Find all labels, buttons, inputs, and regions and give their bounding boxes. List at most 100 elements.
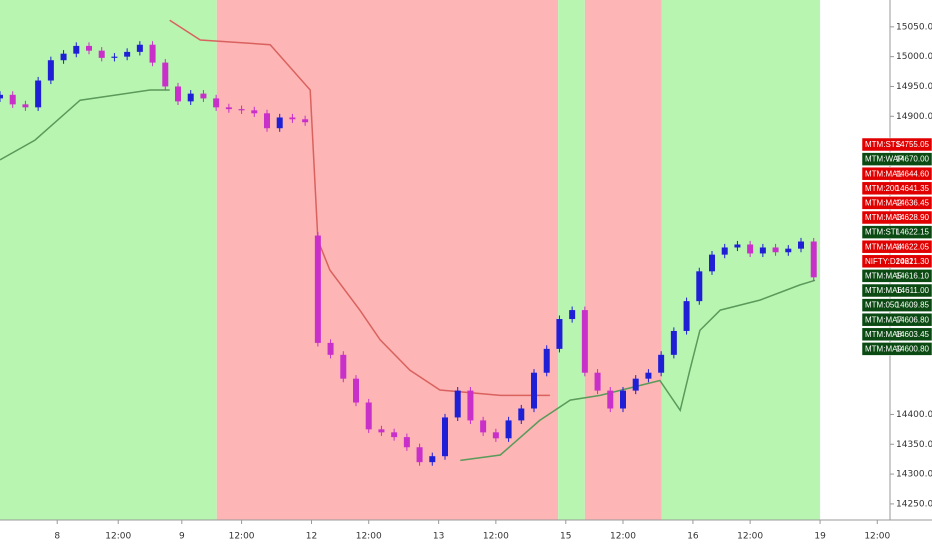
candle-body: [505, 420, 512, 439]
price-label-value: 14600.80: [896, 345, 930, 354]
x-tick-label: 12:00: [737, 532, 763, 542]
candle-body: [124, 51, 131, 57]
candle-body: [543, 348, 550, 373]
price-label-box: [861, 210, 932, 225]
candle-body: [327, 342, 334, 355]
candle-body: [391, 432, 398, 438]
candle-body: [454, 390, 461, 418]
price-label-name: MTM:MA2: [865, 199, 902, 208]
price-label-box: [861, 181, 932, 196]
y-tick-label: 14900.00: [896, 112, 932, 122]
price-label-box: [861, 166, 932, 181]
indicator-line: [0, 89, 816, 462]
price-label-name: MTM:MA1: [865, 169, 902, 178]
price-label-box: [861, 269, 932, 283]
candle-body: [658, 354, 665, 373]
price-label-value: 14616.10: [896, 272, 930, 281]
x-tick-label: 12:00: [864, 532, 890, 542]
price-label-name: MTM:MA3: [865, 213, 902, 222]
price-label-box: [861, 327, 932, 342]
price-label-name: MTM:WAP: [865, 155, 903, 164]
price-label-name: MTM:MA9: [865, 345, 902, 354]
candle-body: [251, 110, 258, 114]
candle-body: [302, 119, 309, 123]
candle-body: [149, 44, 156, 63]
price-label-box: [861, 283, 932, 298]
candle-body: [187, 93, 194, 102]
candle-body: [22, 104, 29, 108]
candle-body: [200, 93, 207, 99]
price-label-box: [861, 225, 932, 239]
price-label-value: 14644.60: [896, 169, 930, 178]
candle-body: [353, 378, 359, 403]
price-label-value: 14622.15: [896, 228, 930, 237]
background-region: [0, 0, 217, 520]
price-label-value: 14670.00: [896, 155, 930, 164]
candle-body: [785, 248, 792, 253]
candle-body: [73, 45, 80, 54]
candle-body: [772, 247, 779, 253]
candle-body: [264, 113, 270, 129]
price-label-box: [861, 196, 932, 210]
candle-body: [225, 107, 232, 110]
price-label-name: MTM:MA6: [865, 286, 902, 295]
y-tick-label: 15050.00: [896, 22, 932, 32]
candle-body: [111, 56, 118, 58]
x-tick-label: 8: [54, 532, 60, 542]
candle-body: [696, 271, 703, 302]
background-region: [661, 0, 821, 520]
candle-body: [620, 390, 626, 409]
candle-body: [9, 94, 16, 105]
price-label-value: 14628.90: [896, 213, 930, 222]
candle-body: [86, 45, 92, 51]
x-tick-label: 12:00: [356, 532, 382, 542]
x-tick-label: 12:00: [483, 532, 509, 542]
background-region: [558, 0, 585, 520]
candle-body: [645, 372, 652, 379]
candle-body: [759, 247, 766, 254]
candle-body: [683, 301, 690, 331]
candle-body: [0, 94, 3, 99]
candle-body: [798, 241, 804, 249]
y-tick-label: 14300.00: [896, 470, 932, 480]
candle-body: [238, 109, 245, 111]
candle-body: [670, 330, 677, 355]
candle-body: [314, 235, 321, 343]
candle-body: [607, 390, 614, 409]
y-tick-label: 15000.00: [896, 52, 932, 62]
candle-body: [467, 390, 474, 421]
price-label-value: 14603.45: [896, 330, 930, 339]
price-label-value: 14641.35: [896, 184, 930, 193]
price-label-name: MTM:MA7: [865, 315, 902, 324]
candle-body: [747, 244, 754, 254]
candle-body: [213, 98, 220, 108]
y-tick-label: 14950.00: [896, 82, 932, 92]
candle-body: [810, 241, 817, 278]
price-label-value: 14621.30: [896, 257, 930, 266]
candle-body: [98, 50, 105, 58]
price-label-value: 14609.85: [896, 301, 930, 310]
candle-body: [734, 244, 741, 248]
price-label-box: [861, 239, 932, 254]
price-label-value: 14606.80: [896, 315, 930, 324]
price-label-box: [861, 342, 932, 356]
x-tick-label: 13: [433, 532, 444, 542]
candle-body: [378, 429, 385, 433]
candle-body: [60, 53, 67, 61]
candle-body: [442, 417, 448, 457]
candle-body: [340, 354, 347, 379]
x-tick-label: 12:00: [229, 532, 255, 542]
price-label-name: NIFTY:D2021: [865, 257, 914, 266]
